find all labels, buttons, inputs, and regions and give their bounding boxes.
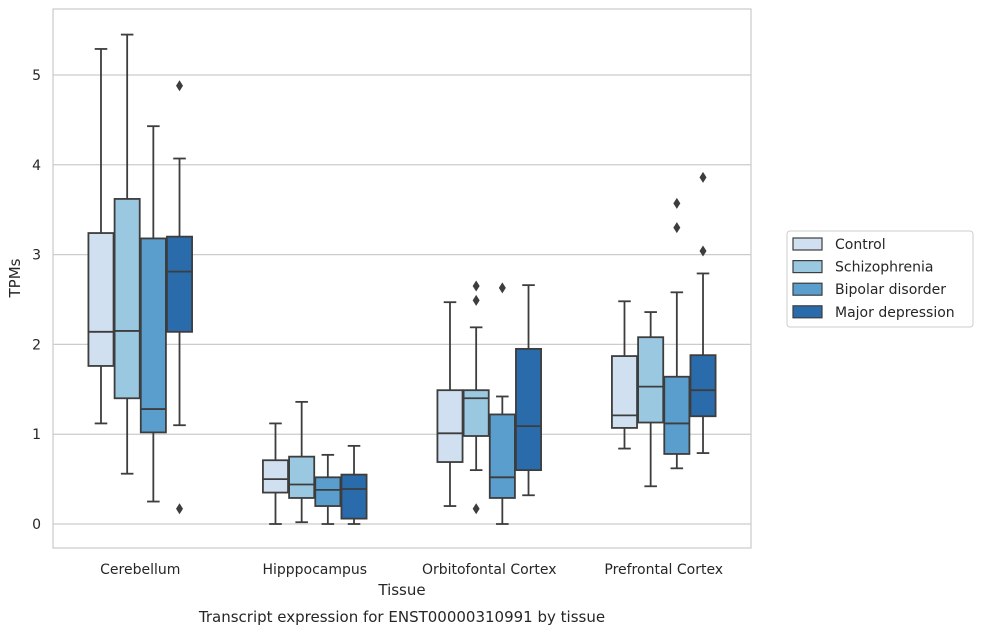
y-tick-label-5: 5 [32, 68, 41, 84]
x-tick-label-hipppocampus: Hipppocampus [262, 562, 367, 578]
box-major-depression-hipppocampus-iqr [340, 473, 368, 520]
box-bipolar-disorder-cerebellum-iqr [139, 237, 167, 434]
box-schizophrenia-orbitofontal-cortex-outlier-1 [472, 503, 480, 515]
y-tick-label-2: 2 [32, 337, 41, 353]
box-control-hipppocampus-iqr [262, 459, 289, 494]
legend-label-bipolar-disorder: Bipolar disorder [835, 282, 946, 298]
x-tick-label-orbitofontal-cortex: Orbitofontal Cortex [422, 562, 557, 578]
box-schizophrenia-orbitofontal-cortex-iqr [462, 389, 490, 437]
box-bipolar-disorder-prefrontal-cortex-outlier-1 [673, 222, 681, 234]
y-axis-ticks: 0 1 2 3 4 5 [32, 68, 41, 533]
box-major-depression-prefrontal-cortex-outlier-1 [699, 245, 707, 257]
series-bipolar-disorder [139, 125, 691, 525]
legend-label-major-depression: Major depression [835, 305, 955, 321]
legend-label-control: Control [835, 237, 886, 253]
chart-caption: Transcript expression for ENST0000031099… [198, 608, 605, 626]
box-schizophrenia-prefrontal-cortex-iqr [637, 336, 665, 424]
x-axis-ticks: Cerebellum Hipppocampus Orbitofontal Corte… [100, 562, 723, 578]
box-control-cerebellum-iqr [87, 232, 115, 367]
legend-item-bipolar-disorder: Bipolar disorder [792, 282, 946, 298]
box-schizophrenia-hipppocampus-iqr [288, 455, 316, 499]
box-schizophrenia-cerebellum-iqr [113, 198, 141, 400]
box-bipolar-disorder-orbitofontal-cortex-outlier-1 [498, 282, 506, 294]
box-bipolar-disorder-prefrontal-cortex-iqr [663, 375, 691, 455]
box-bipolar-disorder-orbitofontal-cortex-iqr [488, 413, 516, 499]
box-major-depression-prefrontal-cortex-iqr [689, 354, 717, 418]
x-tick-label-prefrontal-cortex: Prefrontal Cortex [604, 562, 723, 578]
legend-swatch-major-depression [792, 305, 823, 319]
y-tick-label-4: 4 [32, 158, 41, 174]
box-schizophrenia-orbitofontal-cortex-outlier-3 [472, 280, 480, 292]
legend-item-major-depression: Major depression [792, 305, 955, 321]
plot-frame [52, 8, 752, 549]
box-major-depression-prefrontal-cortex-outlier-2 [699, 171, 707, 183]
series-major-depression [166, 80, 717, 525]
legend-label-schizophrenia: Schizophrenia [835, 260, 933, 276]
series-control [87, 48, 638, 525]
box-bipolar-disorder-hipppocampus-iqr [314, 476, 342, 507]
box-major-depression-orbitofontal-cortex-iqr [515, 347, 542, 472]
box-major-depression-cerebellum-outlier-1 [176, 503, 184, 515]
legend-swatch-schizophrenia [792, 260, 823, 274]
series-schizophrenia [113, 33, 665, 524]
y-tick-label-1: 1 [32, 427, 41, 443]
legend-swatch-control [792, 237, 823, 251]
legend-item-schizophrenia: Schizophrenia [792, 260, 933, 276]
y-tick-label-3: 3 [32, 248, 41, 264]
box-major-depression-cerebellum-iqr [166, 235, 193, 333]
x-axis-label: Tissue [377, 581, 425, 599]
y-tick-label-0: 0 [32, 517, 41, 533]
box-schizophrenia-orbitofontal-cortex-outlier-2 [472, 294, 480, 306]
box-major-depression-cerebellum-outlier-2 [176, 80, 184, 92]
box-bipolar-disorder-prefrontal-cortex-outlier-2 [673, 197, 681, 209]
box-series [87, 33, 717, 525]
legend-swatch-bipolar-disorder [792, 282, 823, 296]
box-control-prefrontal-cortex-iqr [611, 355, 638, 429]
legend-item-control: Control [792, 237, 886, 253]
box-control-orbitofontal-cortex-iqr [436, 389, 464, 463]
y-axis-label: TPMs [6, 258, 24, 298]
legend: Control Schizophrenia Bipolar disorder Majo… [786, 230, 974, 328]
x-tick-label-cerebellum: Cerebellum [100, 562, 180, 578]
legend-frame [786, 230, 974, 328]
